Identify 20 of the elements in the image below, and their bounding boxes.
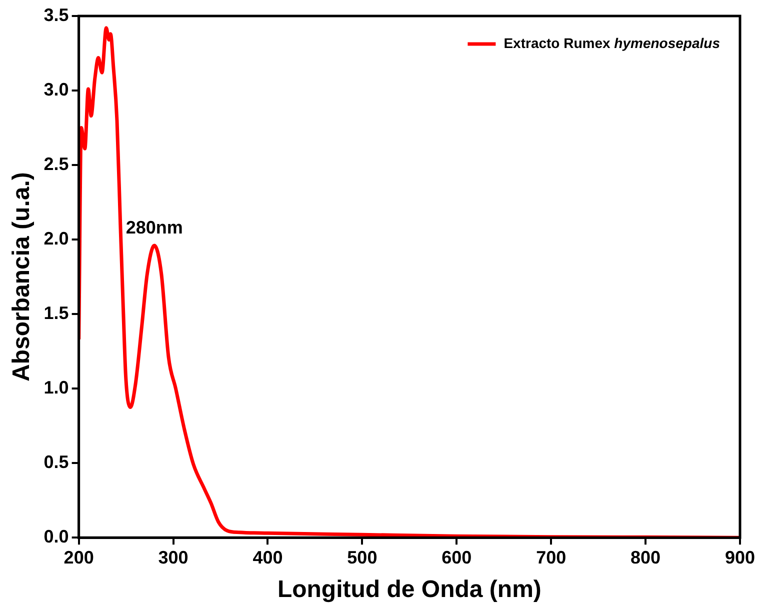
y-tick-label: 1.0 [44, 378, 69, 398]
x-tick-label: 600 [442, 547, 472, 568]
x-tick-label: 800 [630, 547, 661, 568]
y-tick-label: 3.0 [44, 79, 69, 100]
x-tick-label: 200 [64, 547, 94, 568]
x-tick-label: 700 [536, 547, 566, 568]
annotation: 280nm [126, 217, 183, 238]
x-tick-label: 300 [158, 547, 188, 568]
x-tick-label: 400 [252, 547, 283, 568]
y-tick-label: 1.5 [44, 303, 69, 324]
legend-label: Extracto Rumex hymenosepalus [504, 34, 720, 51]
x-tick-label: 500 [347, 547, 378, 568]
y-axis-title: Absorbancia (u.a.) [8, 172, 36, 382]
x-tick-label: 900 [724, 547, 756, 568]
y-tick-label: 2.5 [44, 154, 69, 174]
y-tick-label: 3.5 [44, 4, 69, 25]
x-axis-title: Longitud de Onda (nm) [277, 576, 542, 604]
y-tick-label: 0.5 [44, 452, 69, 472]
y-tick-label: 0.0 [44, 526, 69, 547]
y-tick-label: 2.0 [44, 228, 69, 249]
